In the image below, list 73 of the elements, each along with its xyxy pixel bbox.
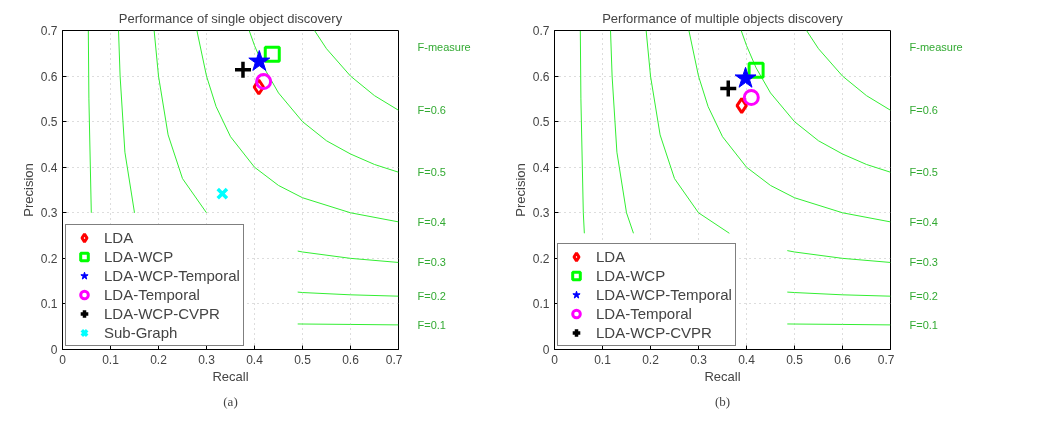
x-axis-title: Recall <box>704 368 741 384</box>
legend-label: LDA <box>596 247 626 266</box>
y-tick-label: 0.3 <box>532 206 550 221</box>
legend-label: LDA-Temporal <box>596 304 692 323</box>
legend-label: LDA-WCP-Temporal <box>596 285 732 304</box>
x-tick-label: 0.2 <box>150 352 168 367</box>
series-label: F=0.6 <box>417 104 446 117</box>
y-axis-title: Precision <box>512 163 528 217</box>
text: F-measure <box>417 40 471 53</box>
line-series <box>248 30 399 173</box>
line-series <box>196 30 399 223</box>
x-tick-label: 0.7 <box>385 352 403 367</box>
x-tick-label: 0.6 <box>834 352 852 367</box>
legend-label: LDA-WCP-CVPR <box>104 304 220 323</box>
line-series <box>314 30 399 111</box>
text: (b) <box>714 393 731 409</box>
legend-label: LDA-WCP-CVPR <box>596 323 712 342</box>
x-tick-label: 0.7 <box>877 352 895 367</box>
legend-label: Sub-Graph <box>104 323 178 342</box>
legend-label: LDA-Temporal <box>104 285 200 304</box>
series-label: F=0.5 <box>909 166 938 179</box>
y-tick-label: 0.1 <box>40 297 58 312</box>
series-label: F=0.3 <box>909 256 938 269</box>
text: F-measure <box>909 40 963 53</box>
y-tick-label: 0.5 <box>532 115 550 130</box>
y-tick-label: 0.2 <box>40 251 58 266</box>
point <box>263 45 281 63</box>
legend-label: LDA-WCP <box>104 247 174 266</box>
x-tick-label: 0.3 <box>198 352 216 367</box>
y-tick-label: 0.4 <box>40 160 58 175</box>
point <box>233 59 253 80</box>
series-label: F=0.5 <box>417 166 446 179</box>
x-tick-label: 0.1 <box>102 352 120 367</box>
y-tick-label: 0.4 <box>532 160 550 175</box>
chart-title: Performance of multiple objects discovery <box>602 10 844 26</box>
legend-label: LDA-WCP-Temporal <box>104 266 240 285</box>
y-axis-title: Precision <box>20 163 36 217</box>
series-label: F=0.4 <box>417 215 446 228</box>
series-label: F=0.3 <box>417 256 446 269</box>
x-tick-label: 0.3 <box>690 352 708 367</box>
y-tick-label: 0.1 <box>532 297 550 312</box>
x-tick-label: 0.4 <box>246 352 264 367</box>
line-series <box>688 30 891 223</box>
y-tick-label: 0.6 <box>532 69 550 84</box>
x-tick-label: 0.2 <box>642 352 660 367</box>
y-tick-label: 0.6 <box>40 69 58 84</box>
x-tick-label: 0.1 <box>594 352 612 367</box>
y-tick-label: 0 <box>50 343 58 357</box>
y-tick-label: 0.7 <box>40 24 58 38</box>
y-tick-label: 0.5 <box>40 115 58 130</box>
series-label: F=0.1 <box>417 318 446 331</box>
x-tick-label: 0.4 <box>738 352 756 367</box>
point <box>248 49 271 71</box>
x-tick-label: 0.5 <box>786 352 804 367</box>
text: (a) <box>223 393 238 409</box>
series-label: F=0.6 <box>909 104 938 117</box>
x-tick-label: 0.6 <box>342 352 360 367</box>
x-tick-label: 0.5 <box>294 352 312 367</box>
legend-label: LDA-WCP <box>596 266 666 285</box>
series-label: F=0.4 <box>909 215 938 228</box>
series-label: F=0.2 <box>909 290 938 303</box>
point <box>255 73 273 91</box>
y-tick-label: 0.7 <box>532 24 550 38</box>
chart-title: Performance of single object discovery <box>118 10 343 26</box>
series-label: F=0.1 <box>909 318 938 331</box>
y-tick-label: 0 <box>542 343 550 357</box>
x-axis-title: Recall <box>212 368 249 384</box>
line-series <box>806 30 891 111</box>
legend-label: LDA <box>104 228 134 247</box>
series-label: F=0.2 <box>417 290 446 303</box>
y-tick-label: 0.2 <box>532 251 550 266</box>
point <box>215 187 229 200</box>
y-tick-label: 0.3 <box>40 206 58 221</box>
